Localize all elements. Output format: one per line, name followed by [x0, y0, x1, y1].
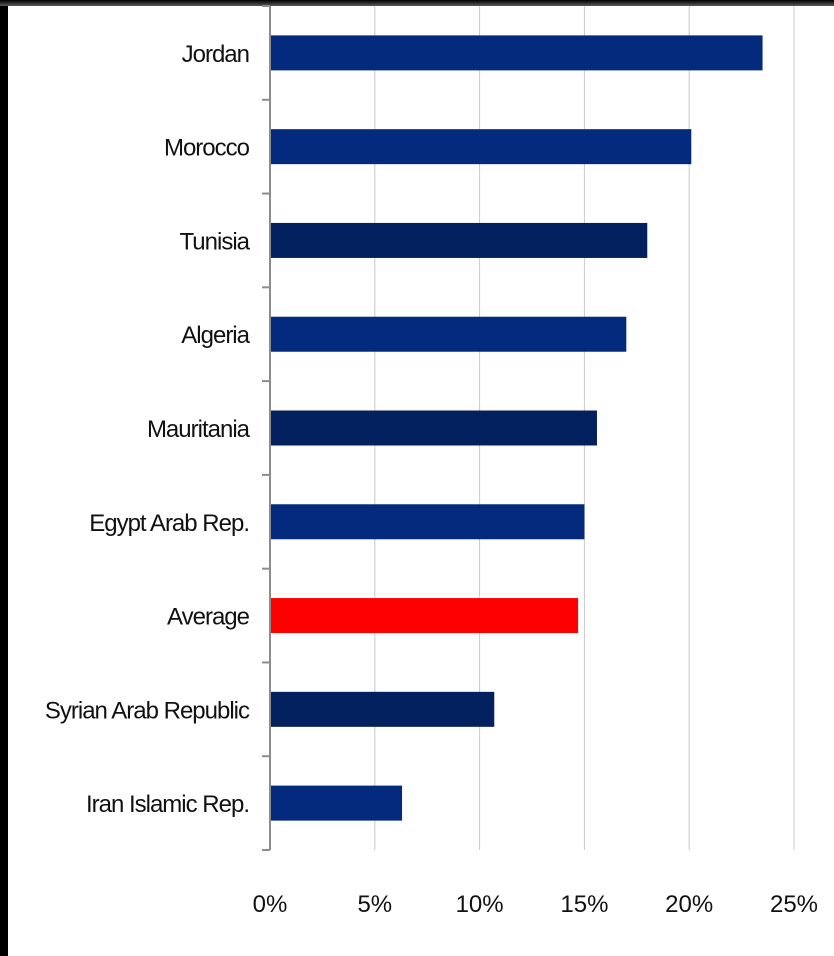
- bar: [270, 222, 648, 258]
- bar: [270, 129, 692, 165]
- category-label: Mauritania: [147, 416, 251, 443]
- bar: [270, 316, 627, 352]
- bars: [270, 35, 763, 821]
- bar: [270, 410, 597, 446]
- x-tick-label: 15%: [560, 891, 608, 918]
- bar: [270, 598, 579, 634]
- y-axis: [262, 5, 271, 851]
- bar: [270, 504, 585, 540]
- x-tick-label: 5%: [357, 891, 392, 918]
- category-label: Algeria: [181, 322, 250, 349]
- x-tick-label: 25%: [770, 891, 818, 918]
- bar: [270, 785, 403, 821]
- chart-background: [8, 6, 834, 956]
- category-label: Tunisia: [180, 228, 251, 255]
- x-tick-label: 10%: [456, 891, 504, 918]
- category-labels: Jordan Morocco Tunisia Algeria Mauritania Egy…: [45, 41, 252, 818]
- category-label: Morocco: [164, 135, 250, 162]
- category-label: Iran Islamic Rep.: [86, 791, 249, 818]
- bar: [270, 35, 763, 71]
- category-label: Egypt Arab Rep.: [89, 510, 249, 537]
- bar: [270, 691, 495, 727]
- category-label: Average: [167, 604, 250, 631]
- x-tick-label: 0%: [253, 891, 288, 918]
- x-tick-labels: 0% 5% 10% 15% 20% 25%: [253, 891, 818, 918]
- category-label: Syrian Arab Republic: [45, 697, 250, 724]
- x-tick-label: 20%: [665, 891, 713, 918]
- category-label: Jordan: [182, 41, 249, 68]
- frame-top-edge: [0, 0, 834, 6]
